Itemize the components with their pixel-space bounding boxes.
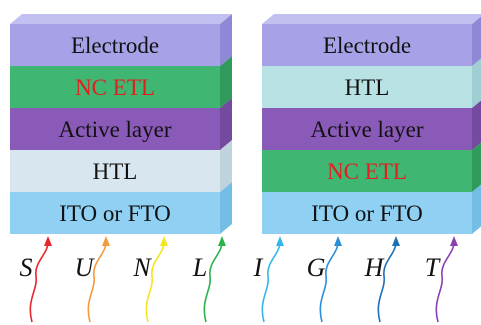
light-arrow-head: [450, 236, 458, 246]
sunlight-arrow-g: G: [307, 236, 342, 322]
light-arrow-head: [276, 236, 284, 246]
layer-label: HTL: [345, 75, 390, 100]
sunlight-letter: L: [192, 253, 207, 282]
layer-label: Active layer: [310, 117, 423, 142]
light-arrow-head: [392, 236, 400, 246]
layer-label: ITO or FTO: [311, 201, 423, 226]
layer-label: NC ETL: [327, 159, 407, 184]
light-arrow-head: [160, 236, 168, 246]
sunlight-arrow-s: S: [20, 236, 53, 322]
layer-electrode: Electrode: [10, 14, 232, 66]
sunlight-letter: T: [425, 253, 441, 282]
light-arrow-head: [44, 236, 52, 246]
layer-label: Active layer: [58, 117, 171, 142]
device-stack-2: ITO or FTO NC ETL Active layer HTL Electrode: [262, 14, 481, 234]
light-arrow-shaft: [262, 242, 280, 322]
light-arrow-head: [102, 236, 110, 246]
layer-top-face: [262, 14, 481, 24]
layer-label: Electrode: [71, 33, 159, 58]
layer-label: HTL: [93, 159, 138, 184]
layer-electrode: Electrode: [262, 14, 481, 66]
light-arrow-shaft: [30, 242, 48, 322]
layer-top-face: [10, 14, 232, 24]
light-arrow-head: [334, 236, 342, 246]
sunlight-letter: S: [20, 253, 33, 282]
device-stack-1: ITO or FTO HTL Active layer NC ETL Electrode: [10, 14, 232, 234]
sunlight-letter: H: [364, 253, 385, 282]
sunlight-letter: I: [253, 253, 264, 282]
sunlight-arrow-t: T: [425, 236, 458, 322]
light-arrow-head: [218, 236, 226, 246]
sunlight-arrow-n: N: [132, 236, 168, 322]
sunlight-arrow-h: H: [364, 236, 400, 322]
device-stacks: ITO or FTO HTL Active layer NC ETL Electrode…: [10, 14, 481, 234]
sunlight-letter: N: [132, 253, 152, 282]
sunlight-arrow-l: L: [192, 236, 226, 322]
sunlight-arrow-u: U: [75, 236, 110, 322]
layer-label: NC ETL: [75, 75, 155, 100]
sunlight-letter: G: [307, 253, 326, 282]
sunlight-letter: U: [75, 253, 96, 282]
layer-label: ITO or FTO: [59, 201, 171, 226]
sunlight-arrow-i: I: [253, 236, 284, 322]
layer-label: Electrode: [323, 33, 411, 58]
